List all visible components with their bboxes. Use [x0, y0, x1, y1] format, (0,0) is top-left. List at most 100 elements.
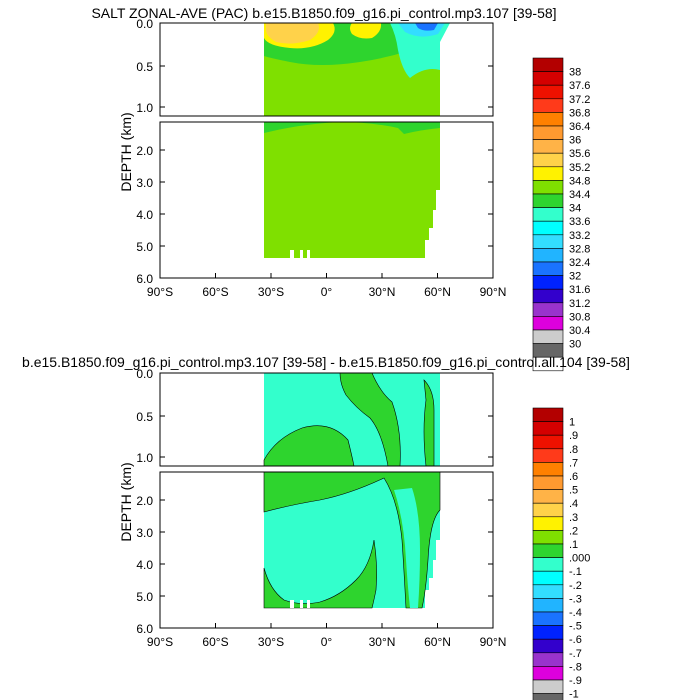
- colorbar-swatch: [532, 57, 564, 72]
- mid-depth-positive-dome: [263, 425, 355, 467]
- upper-panel-frame: [159, 372, 494, 467]
- x-tick-label: 30°S: [258, 635, 284, 649]
- y-tick-label: 2.0: [136, 494, 153, 508]
- north-surface-freshest: [415, 23, 438, 31]
- colorbar-label: 37.6: [569, 80, 590, 92]
- y-tick-label: 1.0: [136, 101, 153, 115]
- colorbar-swatch: [532, 543, 564, 558]
- colorbar-swatch: [532, 248, 564, 263]
- colorbar-swatch: [532, 598, 564, 613]
- equatorial-positive-band: [339, 372, 401, 467]
- colorbar-label: -.7: [569, 648, 582, 660]
- x-tick-label: 60°N: [424, 285, 451, 299]
- y-tick-label: 0.0: [136, 367, 153, 381]
- colorbar-label: -1: [569, 689, 579, 700]
- bottom-gap: [290, 250, 294, 258]
- colorbar-label: .5: [569, 485, 578, 497]
- colorbar-label: 36: [569, 135, 581, 147]
- x-tick-label: 0°: [321, 635, 333, 649]
- south-salinity-core: [266, 23, 319, 44]
- colorbar-swatch: [532, 489, 564, 504]
- colorbar-swatch: [532, 288, 564, 304]
- colorbar-swatch: [532, 193, 564, 208]
- chart-title: b.e15.B1850.f09_g16.pi_control.mp3.107 […: [22, 354, 630, 370]
- colorbar-swatch: [532, 180, 564, 195]
- colorbar-swatch: [532, 693, 564, 700]
- colorbar-swatch: [532, 261, 564, 276]
- colorbar-label: -.8: [569, 661, 582, 673]
- colorbar-label: 30.4: [569, 325, 590, 337]
- colorbar-swatch: [532, 316, 564, 331]
- upper-panel-y-ticks: [160, 22, 493, 108]
- y-tick-label: 0.5: [136, 60, 153, 74]
- colorbar-label: .2: [569, 525, 578, 537]
- x-tick-label: 90°S: [147, 635, 173, 649]
- x-tick-label: 0°: [321, 285, 333, 299]
- colorbar-swatch: [532, 112, 564, 127]
- x-tick-label: 90°S: [147, 285, 173, 299]
- colorbar-swatch: [532, 584, 564, 599]
- southern-deep-positive: [263, 539, 377, 609]
- deep-positive-region: [263, 471, 441, 609]
- colorbar-label: 32: [569, 271, 581, 283]
- colorbar-label: 34: [569, 203, 581, 215]
- colorbar-swatch: [532, 407, 564, 422]
- colorbar-swatch: [532, 516, 564, 531]
- y-axis-label: DEPTH (km): [118, 462, 134, 541]
- north-low-salinity-zone: [390, 23, 450, 78]
- colorbar-swatch: [532, 84, 564, 100]
- bottom-gap: [307, 250, 310, 258]
- colorbar-label: 31.6: [569, 284, 590, 296]
- colorbar-label: 32.8: [569, 243, 590, 255]
- colorbar-swatch: [532, 275, 564, 290]
- colorbar-swatch: [532, 166, 564, 181]
- colorbar-label: 34.4: [569, 189, 590, 201]
- y-tick-label: 0.5: [136, 410, 153, 424]
- y-tick-label: 3.0: [136, 176, 153, 190]
- colorbar-label: -.9: [569, 675, 582, 687]
- x-tick-label: 60°S: [202, 285, 228, 299]
- colorbar-swatch: [532, 220, 564, 236]
- y-tick-label: 4.0: [136, 558, 153, 572]
- y-tick-label: 5.0: [136, 240, 153, 254]
- x-tick-label: 90°N: [480, 635, 507, 649]
- colorbar-label: .9: [569, 430, 578, 442]
- colorbar-swatch: [532, 448, 564, 463]
- colorbar-label: -.1: [569, 566, 582, 578]
- colorbar-swatch: [532, 666, 564, 681]
- y-axis-label: DEPTH (km): [118, 112, 134, 191]
- x-tick-marks: [159, 273, 494, 278]
- colorbar-label: 35.6: [569, 148, 590, 160]
- upper-panel: 0.0 0.5 1.0: [136, 367, 494, 467]
- colorbar-label: .8: [569, 444, 578, 456]
- bottom-gap: [290, 600, 294, 608]
- colorbar-swatch: [532, 679, 564, 694]
- colorbar-swatch: [532, 570, 564, 586]
- colorbar-swatch: [532, 207, 564, 222]
- colorbar-label: 35.2: [569, 162, 590, 174]
- colorbar-label: .4: [569, 498, 578, 510]
- colorbar-swatch: [532, 139, 564, 154]
- lower-panel-y-ticks: [160, 499, 493, 597]
- field-base-lower: [264, 122, 440, 258]
- colorbar-swatch: [532, 611, 564, 626]
- bottom-gap: [300, 600, 303, 608]
- y-tick-label: 0.0: [136, 17, 153, 31]
- colorbar-label: 36.8: [569, 107, 590, 119]
- colorbar-swatch: [532, 530, 564, 545]
- colorbar-swatch: [532, 557, 564, 572]
- colorbar-label: 30.8: [569, 311, 590, 323]
- colorbar-label: -.6: [569, 634, 582, 646]
- x-tick-marks: [159, 623, 494, 628]
- x-tick-label: 60°N: [424, 635, 451, 649]
- colorbar-swatch: [532, 638, 564, 654]
- colorbar: 3837.637.236.836.43635.635.234.834.43433…: [532, 57, 590, 372]
- y-tick-label: 2.0: [136, 144, 153, 158]
- lower-panel: 2.0 3.0 4.0 5.0 6.0: [136, 121, 494, 286]
- basin-negative-pocket: [394, 488, 420, 608]
- x-tick-label: 60°S: [202, 635, 228, 649]
- colorbar-swatch: [532, 329, 564, 344]
- y-tick-label: 6.0: [136, 272, 153, 286]
- colorbar-label: 36.4: [569, 121, 590, 133]
